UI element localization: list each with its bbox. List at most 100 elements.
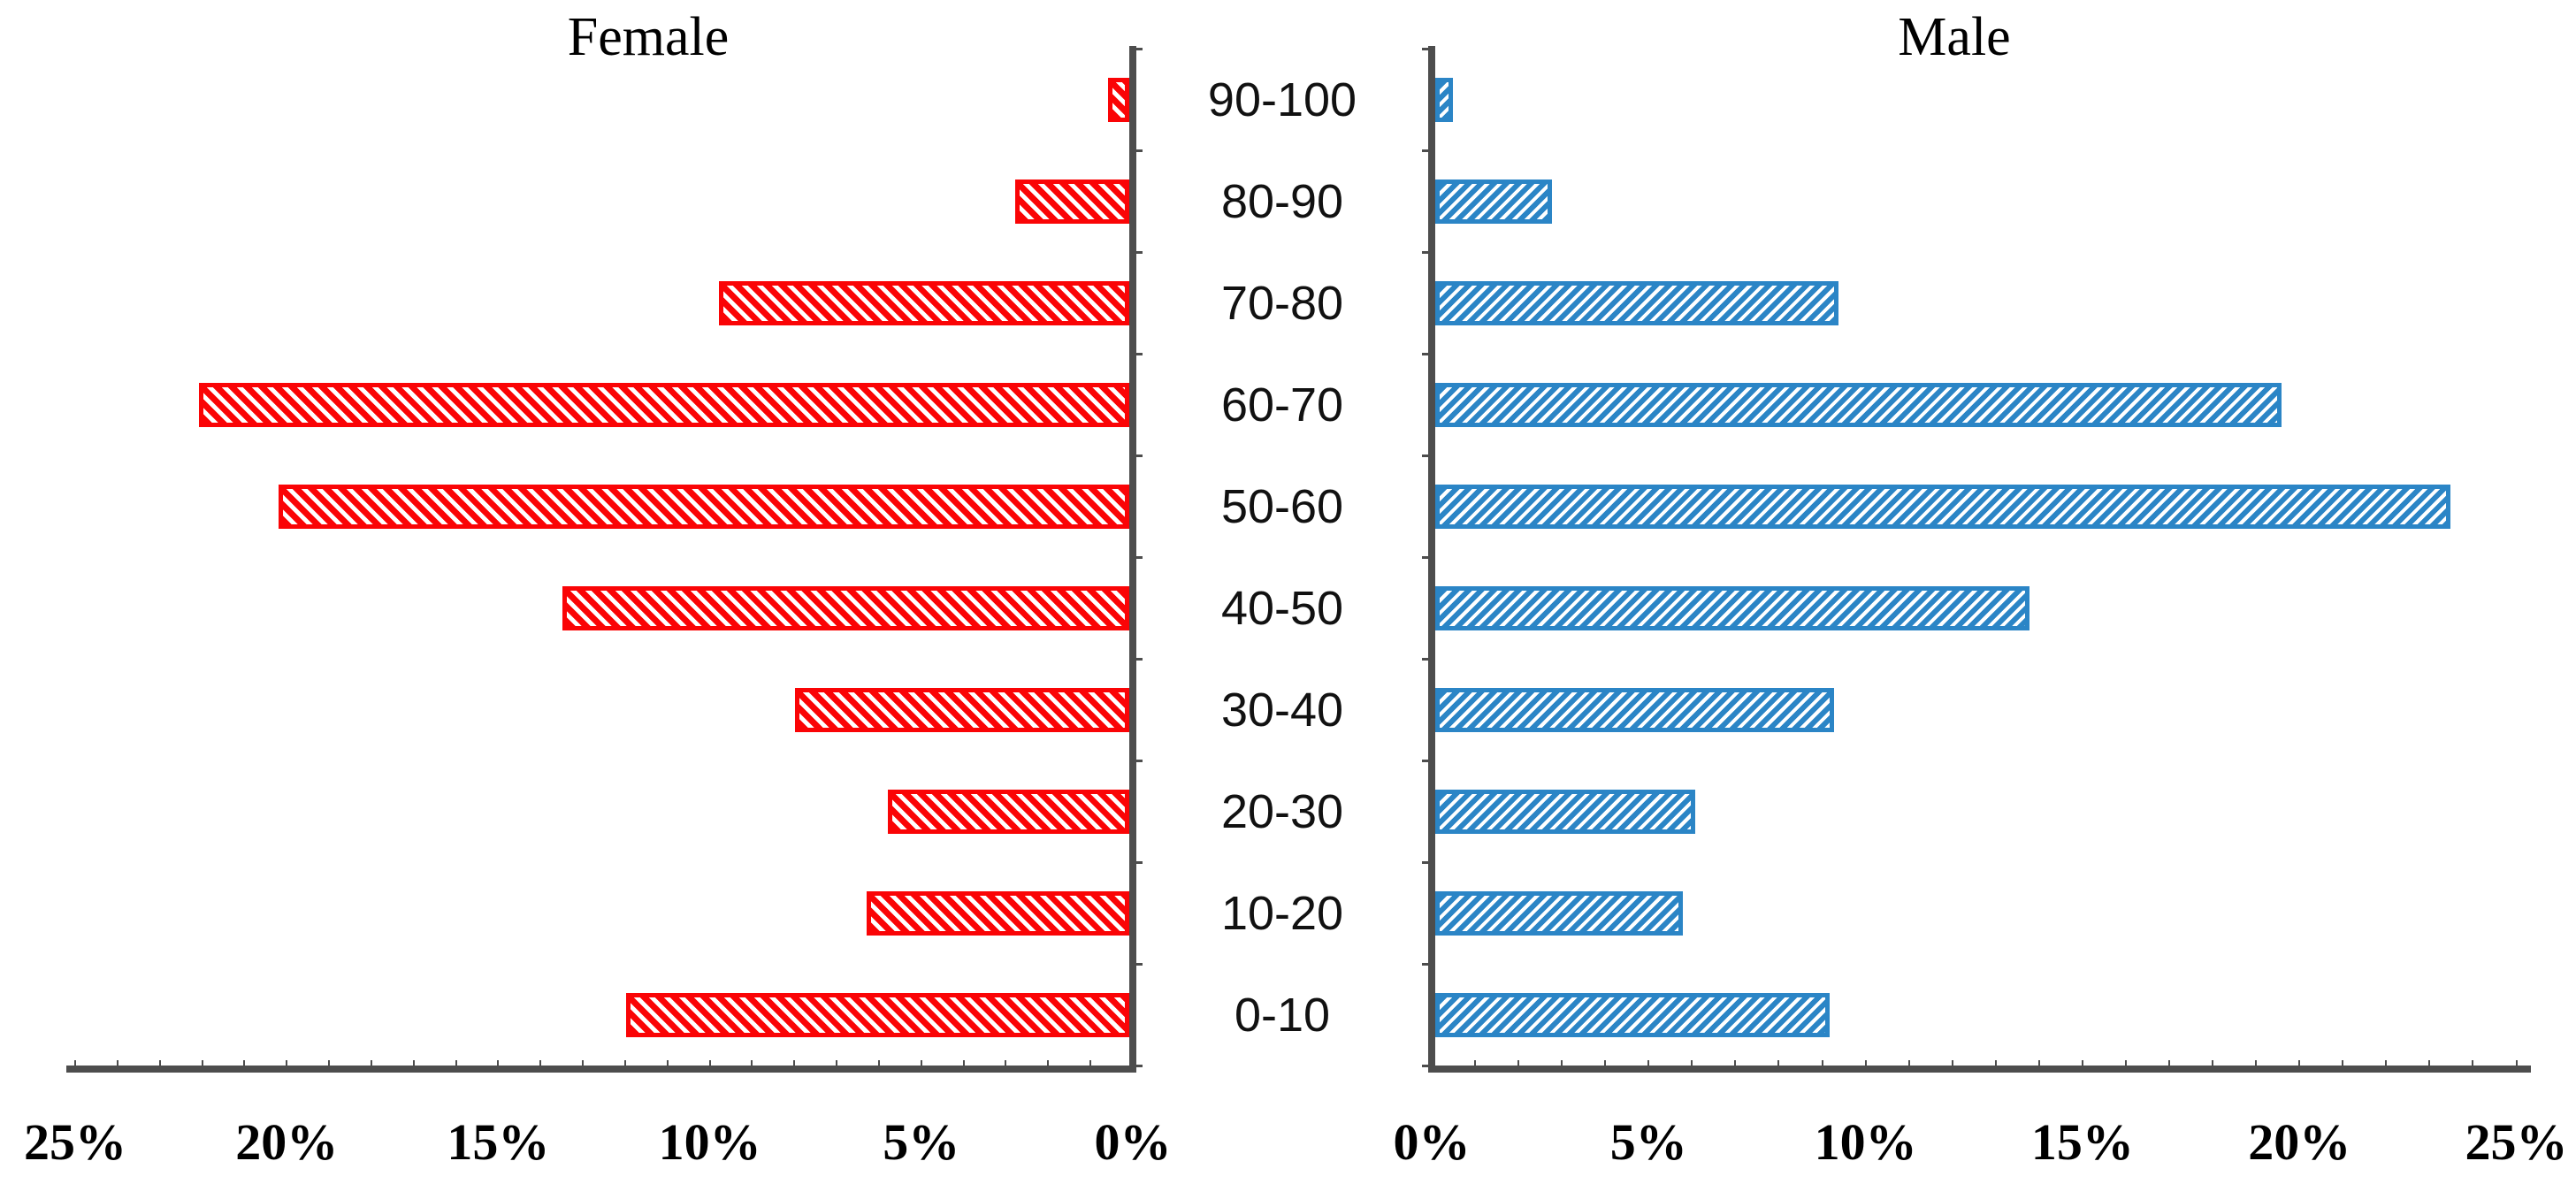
bar-male-30-40 [1435, 687, 1835, 732]
female-x-minor-tick [1047, 1060, 1050, 1066]
x-tick-label-left-20%: 20% [235, 1113, 339, 1171]
male-x-minor-tick [2081, 1060, 2083, 1066]
female-y-axis-tick [1136, 149, 1143, 152]
bar-female-40-50 [562, 585, 1129, 630]
female-x-minor-tick [1132, 1060, 1134, 1066]
bar-female-60-70 [198, 382, 1129, 427]
male-x-minor-tick [1691, 1060, 1693, 1066]
male-x-minor-tick [2472, 1060, 2474, 1066]
female-y-axis-tick [1136, 1065, 1143, 1067]
female-x-minor-tick [539, 1060, 542, 1066]
male-x-minor-tick [1864, 1060, 1867, 1066]
bar-male-40-50 [1435, 585, 2030, 630]
male-y-axis-tick [1422, 760, 1428, 762]
female-x-axis [66, 1066, 1136, 1073]
category-label-30-40: 30-40 [1220, 683, 1344, 737]
female-x-minor-tick [74, 1060, 76, 1066]
female-x-minor-tick [158, 1060, 161, 1066]
female-x-minor-tick [877, 1060, 880, 1066]
female-y-axis-tick [1136, 455, 1143, 457]
category-label-60-70: 60-70 [1220, 378, 1344, 432]
female-x-minor-tick [708, 1060, 711, 1066]
bar-female-90-100 [1108, 77, 1129, 122]
bar-male-60-70 [1435, 382, 2282, 427]
female-x-minor-tick [793, 1060, 796, 1066]
category-label-20-30: 20-30 [1220, 784, 1344, 838]
x-tick-label-right-5%: 5% [1609, 1113, 1687, 1171]
bar-male-50-60 [1435, 484, 2450, 529]
male-y-axis-tick [1422, 251, 1428, 254]
x-tick-label-left-5%: 5% [883, 1113, 960, 1171]
x-tick-label-left-0%: 0% [1094, 1113, 1172, 1171]
male-y-axis-tick [1422, 1065, 1428, 1067]
female-y-axis-tick [1136, 353, 1143, 355]
category-label-10-20: 10-20 [1220, 886, 1344, 940]
bar-male-90-100 [1435, 77, 1453, 122]
female-x-minor-tick [370, 1060, 372, 1066]
male-x-minor-tick [2515, 1060, 2518, 1066]
x-tick-label-right-10%: 10% [1814, 1113, 1917, 1171]
female-x-minor-tick [666, 1060, 669, 1066]
male-x-minor-tick [1604, 1060, 1607, 1066]
female-x-minor-tick [1089, 1060, 1092, 1066]
female-x-minor-tick [286, 1060, 288, 1066]
female-y-axis-tick [1136, 48, 1143, 50]
female-y-axis [1129, 46, 1136, 1073]
female-x-minor-tick [1005, 1060, 1007, 1066]
category-label-0-10: 0-10 [1234, 988, 1331, 1042]
male-x-minor-tick [1474, 1060, 1477, 1066]
male-y-axis-tick [1422, 455, 1428, 457]
male-y-axis-tick [1422, 861, 1428, 864]
male-x-minor-tick [2037, 1060, 2040, 1066]
female-x-minor-tick [201, 1060, 203, 1066]
female-y-axis-tick [1136, 658, 1143, 661]
x-tick-label-right-25%: 25% [2465, 1113, 2568, 1171]
bar-female-70-80 [718, 280, 1129, 325]
bar-female-30-40 [795, 687, 1129, 732]
female-y-axis-tick [1136, 963, 1143, 966]
female-x-minor-tick [920, 1060, 922, 1066]
bar-female-20-30 [888, 789, 1129, 834]
male-x-minor-tick [2342, 1060, 2344, 1066]
bar-male-70-80 [1435, 280, 1839, 325]
male-x-minor-tick [2385, 1060, 2388, 1066]
female-x-minor-tick [751, 1060, 753, 1066]
male-y-axis-tick [1422, 658, 1428, 661]
bar-female-0-10 [625, 992, 1129, 1037]
bar-male-80-90 [1435, 179, 1553, 224]
male-y-axis-tick [1422, 48, 1428, 50]
female-x-minor-tick [116, 1060, 118, 1066]
female-y-axis-tick [1136, 251, 1143, 254]
female-x-minor-tick [497, 1060, 500, 1066]
x-tick-label-left-25%: 25% [24, 1113, 126, 1171]
female-x-minor-tick [962, 1060, 965, 1066]
bar-male-0-10 [1435, 992, 1831, 1037]
female-title: Female [567, 7, 730, 67]
male-x-minor-tick [1777, 1060, 1780, 1066]
male-x-minor-tick [1561, 1060, 1563, 1066]
x-tick-label-right-0%: 0% [1393, 1113, 1471, 1171]
female-x-minor-tick [243, 1060, 246, 1066]
category-label-40-50: 40-50 [1220, 581, 1344, 635]
male-y-axis-tick [1422, 963, 1428, 966]
male-x-minor-tick [1517, 1060, 1520, 1066]
male-x-minor-tick [1907, 1060, 1910, 1066]
male-title: Male [1898, 7, 2011, 67]
x-tick-label-left-10%: 10% [658, 1113, 761, 1171]
male-x-minor-tick [1647, 1060, 1650, 1066]
bar-male-10-20 [1435, 890, 1683, 936]
category-label-50-60: 50-60 [1220, 479, 1344, 533]
bar-female-50-60 [279, 484, 1129, 529]
female-y-axis-tick [1136, 861, 1143, 864]
category-label-70-80: 70-80 [1220, 276, 1344, 330]
female-x-minor-tick [328, 1060, 331, 1066]
female-x-minor-tick [623, 1060, 626, 1066]
female-x-minor-tick [582, 1060, 585, 1066]
female-y-axis-tick [1136, 760, 1143, 762]
male-y-axis-tick [1422, 149, 1428, 152]
male-x-minor-tick [1994, 1060, 1997, 1066]
category-label-80-90: 80-90 [1220, 174, 1344, 228]
male-x-minor-tick [1821, 1060, 1823, 1066]
bar-male-20-30 [1435, 789, 1696, 834]
